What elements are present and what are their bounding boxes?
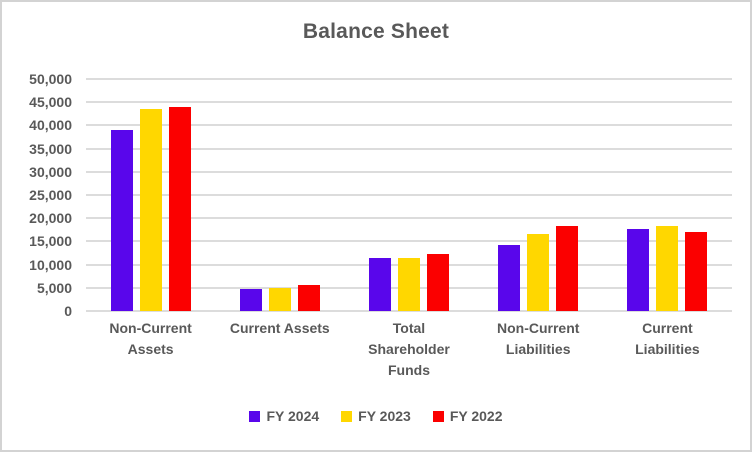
- plot-area: [86, 78, 732, 312]
- bar-fy-2024: [369, 258, 391, 311]
- bar-fy-2022: [685, 232, 708, 311]
- bar-fy-2024: [498, 245, 521, 311]
- gridline: [86, 240, 732, 242]
- legend: FY 2024 FY 2023 FY 2022: [2, 408, 750, 424]
- category-label: Current Assets: [229, 320, 330, 336]
- bar-fy-2024: [110, 130, 133, 311]
- bar-group: [474, 79, 603, 311]
- legend-label: FY 2022: [449, 408, 503, 424]
- y-tick-label: 5,000: [36, 280, 72, 296]
- bar-fy-2023: [139, 109, 162, 311]
- bar-groups: [86, 79, 732, 311]
- bar-group: [86, 79, 215, 311]
- gridline: [86, 217, 732, 219]
- legend-swatch-icon: [432, 410, 444, 422]
- bar-group: [344, 79, 473, 311]
- bar-fy-2023: [398, 258, 420, 311]
- y-tick-label: 50,000: [29, 71, 72, 87]
- gridline: [86, 101, 732, 103]
- bar-fy-2024: [627, 229, 650, 311]
- legend-label: FY 2023: [358, 408, 411, 424]
- gridline: [86, 148, 732, 150]
- y-tick-label: 40,000: [29, 117, 72, 133]
- gridline: [86, 124, 732, 126]
- y-tick-label: 0: [64, 303, 72, 319]
- y-tick-label: 30,000: [29, 164, 72, 180]
- y-tick-label: 25,000: [29, 187, 72, 203]
- legend-swatch-icon: [249, 410, 261, 422]
- legend-label: FY 2024: [266, 408, 320, 424]
- gridline: [86, 194, 732, 196]
- bar-fy-2022: [168, 107, 191, 311]
- chart-title: Balance Sheet: [302, 20, 450, 43]
- bar-fy-2022: [427, 254, 449, 311]
- category-label: Total Shareholder Funds: [368, 320, 450, 378]
- y-tick-label: 35,000: [29, 141, 72, 157]
- gridline: [86, 310, 732, 312]
- bar-fy-2022: [556, 226, 579, 311]
- y-tick-label: 20,000: [29, 210, 72, 226]
- bar-fy-2023: [656, 226, 679, 311]
- legend-item: FY 2022: [432, 408, 503, 424]
- y-tick-label: 15,000: [29, 233, 72, 249]
- x-axis: Non-Current Assets Current Assets Total Shar…: [86, 318, 732, 381]
- legend-swatch-icon: [341, 410, 353, 422]
- y-tick-label: 10,000: [29, 257, 72, 273]
- y-axis: 0 5,000 10,000 15,000 20,000 25,000 30,000 35,0…: [2, 2, 74, 450]
- gridline: [86, 78, 732, 80]
- bar-group: [215, 79, 344, 311]
- y-tick-label: 45,000: [29, 94, 72, 110]
- bar-fy-2023: [268, 288, 291, 311]
- bar-group: [603, 79, 732, 311]
- legend-item: FY 2024: [249, 408, 319, 424]
- gridline: [86, 171, 732, 173]
- bar-fy-2023: [527, 234, 550, 311]
- category-label: Non-Current Assets: [109, 320, 192, 357]
- bar-fy-2024: [239, 289, 262, 311]
- bar-fy-2022: [297, 285, 320, 311]
- category-label: Non-Current Liabilities: [496, 320, 580, 357]
- legend-item: FY 2023: [341, 408, 411, 424]
- category-label: Current Liabilities: [635, 320, 700, 357]
